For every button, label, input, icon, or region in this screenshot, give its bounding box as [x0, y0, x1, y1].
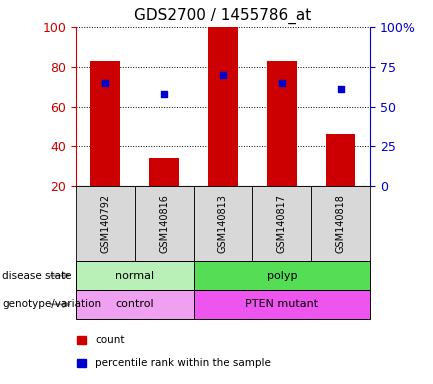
Point [278, 79, 285, 86]
Point [337, 86, 344, 92]
Text: normal: normal [115, 270, 154, 281]
Text: control: control [115, 299, 154, 310]
Text: PTEN mutant: PTEN mutant [246, 299, 318, 310]
Text: GSM140818: GSM140818 [336, 194, 346, 253]
Text: GSM140817: GSM140817 [277, 194, 287, 253]
Text: GSM140792: GSM140792 [100, 194, 110, 253]
Point [102, 79, 109, 86]
Bar [208, 27, 238, 186]
Text: GSM140813: GSM140813 [218, 194, 228, 253]
Text: disease state: disease state [2, 270, 72, 281]
Title: GDS2700 / 1455786_at: GDS2700 / 1455786_at [134, 8, 312, 24]
Point [220, 71, 226, 78]
Point [161, 91, 168, 97]
Text: polyp: polyp [267, 270, 297, 281]
Text: count: count [95, 335, 125, 345]
Bar [90, 61, 120, 186]
Text: percentile rank within the sample: percentile rank within the sample [95, 358, 271, 368]
Bar [149, 158, 179, 186]
Bar [326, 134, 355, 186]
Bar [267, 61, 297, 186]
Text: GSM140816: GSM140816 [159, 194, 169, 253]
Text: genotype/variation: genotype/variation [2, 299, 101, 310]
